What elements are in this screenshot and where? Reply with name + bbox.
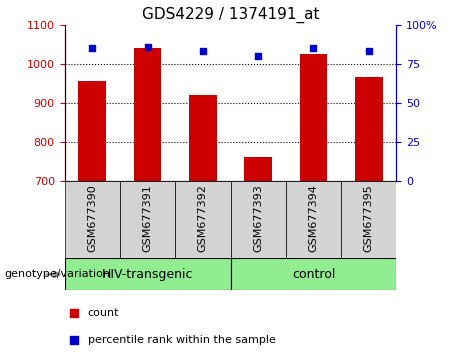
Point	[254, 53, 262, 59]
Text: GSM677390: GSM677390	[87, 184, 97, 252]
Text: genotype/variation: genotype/variation	[5, 269, 111, 279]
Text: GSM677391: GSM677391	[142, 184, 153, 252]
Text: count: count	[88, 308, 119, 318]
Title: GDS4229 / 1374191_at: GDS4229 / 1374191_at	[142, 7, 319, 23]
Text: GSM677395: GSM677395	[364, 184, 374, 252]
Bar	[300, 54, 327, 181]
Text: GSM677392: GSM677392	[198, 184, 208, 252]
Bar	[175, 181, 230, 258]
Point	[71, 337, 78, 343]
Bar	[65, 258, 230, 290]
Point	[365, 48, 372, 54]
Bar	[341, 181, 396, 258]
Text: HIV-transgenic: HIV-transgenic	[102, 268, 193, 281]
Point	[199, 48, 207, 54]
Bar	[355, 77, 383, 181]
Text: control: control	[292, 268, 335, 281]
Bar	[78, 81, 106, 181]
Bar	[286, 181, 341, 258]
Point	[144, 44, 151, 50]
Text: GSM677394: GSM677394	[308, 184, 319, 252]
Bar	[65, 181, 120, 258]
Bar	[189, 95, 217, 181]
Point	[71, 310, 78, 316]
Text: percentile rank within the sample: percentile rank within the sample	[88, 335, 276, 345]
Point	[89, 45, 96, 51]
Bar	[244, 157, 272, 181]
Bar	[120, 181, 175, 258]
Point	[310, 45, 317, 51]
Bar	[134, 48, 161, 181]
Text: GSM677393: GSM677393	[253, 184, 263, 252]
Bar	[230, 181, 286, 258]
Bar	[230, 258, 396, 290]
